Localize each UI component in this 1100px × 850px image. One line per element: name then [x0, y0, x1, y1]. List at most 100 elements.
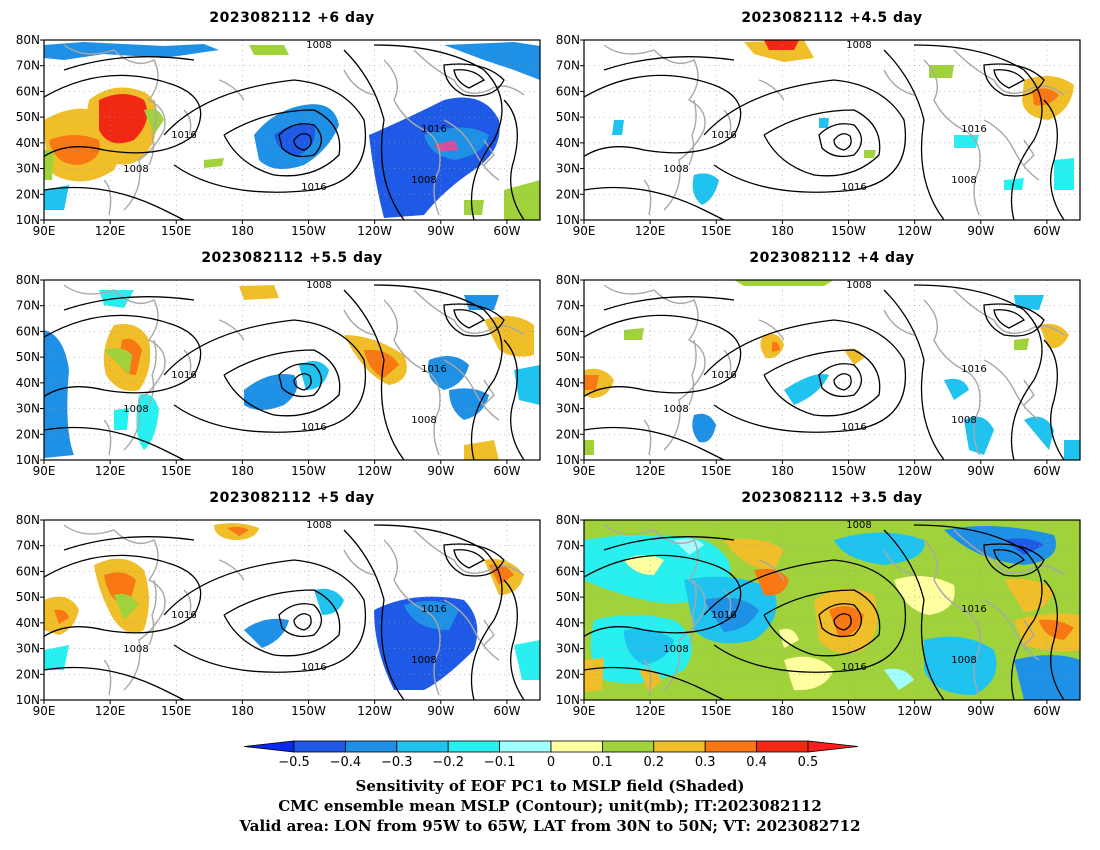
sensitivity-region	[249, 45, 289, 55]
contour-label: 1008	[846, 40, 871, 51]
map-frame	[43, 519, 541, 701]
x-tick-label: 150W	[291, 464, 326, 478]
coastline	[148, 99, 157, 166]
x-tick-label: 120E	[95, 704, 126, 718]
map-frame	[583, 39, 1081, 221]
contour-label: 1016	[841, 182, 866, 193]
y-tick-label: 50N	[16, 350, 40, 364]
x-tick-label: 60W	[1033, 464, 1060, 478]
y-tick-label: 70N	[556, 299, 580, 313]
x-tick-label: 150W	[291, 224, 326, 238]
mslp-contour	[584, 74, 742, 158]
mslp-contour	[763, 109, 881, 177]
mslp-contour	[44, 74, 202, 158]
coastline	[883, 549, 915, 576]
x-tick-label: 90W	[427, 224, 454, 238]
coastlines	[63, 284, 525, 456]
y-tick-label: 30N	[16, 402, 40, 416]
coastline	[383, 539, 441, 696]
y-tick-label: 70N	[16, 539, 40, 553]
sensitivity-region	[624, 555, 664, 575]
y-tick-label: 80N	[556, 513, 580, 527]
x-tick-label: 60W	[1033, 224, 1060, 238]
sensitivity-region	[864, 150, 876, 158]
panel-title: 2023082112 +4.5 day	[741, 10, 922, 26]
coastline	[1023, 619, 1035, 646]
y-tick-label: 20N	[16, 427, 40, 441]
contour-label: 1016	[171, 370, 196, 381]
y-tick-label: 60N	[556, 564, 580, 578]
map-area: 1016 1016 1016 1008 1008 1008	[44, 40, 540, 220]
contour-label: 1016	[841, 422, 866, 433]
mslp-contour	[603, 536, 735, 551]
sensitivity-region	[744, 40, 814, 62]
sensitivity-region	[764, 40, 799, 50]
mslp-contour	[223, 349, 341, 417]
mslp-contour	[163, 319, 366, 433]
x-tick-label: 150E	[701, 464, 732, 478]
contour-label: 1008	[123, 644, 148, 655]
mslp-contours: 1016 1016 1016 1008 1008 1008	[44, 280, 525, 460]
coastline	[218, 79, 245, 101]
mslp-contour	[1043, 579, 1065, 700]
coastline	[148, 339, 157, 406]
contour-label: 1008	[306, 40, 331, 51]
sensitivity-region	[239, 285, 279, 300]
caption-line-3: Valid area: LON from 95W to 65W, LAT fro…	[238, 817, 860, 835]
contour-label: 1008	[846, 280, 871, 291]
contour-label: 1008	[411, 415, 436, 426]
sensitivity-region	[244, 618, 289, 648]
sensitivity-region	[779, 628, 799, 648]
mslp-contour	[373, 44, 503, 220]
x-tick-label: 90W	[427, 464, 454, 478]
sensitivity-region	[54, 609, 69, 624]
x-tick-label: 180	[231, 464, 254, 478]
sensitivity-region	[44, 42, 219, 60]
coastline	[483, 619, 495, 646]
map-frame	[583, 279, 1081, 461]
coastline	[758, 79, 785, 101]
x-tick-label: 180	[771, 464, 794, 478]
contour-label: 1008	[951, 175, 976, 186]
sensitivity-region	[44, 330, 74, 458]
y-tick-label: 80N	[16, 273, 40, 287]
mslp-contour	[293, 613, 312, 631]
sensitivity-region	[829, 606, 864, 638]
y-tick-label: 70N	[16, 299, 40, 313]
contour-label: 1008	[306, 280, 331, 291]
x-tick-label: 60W	[493, 224, 520, 238]
y-tick-label: 10N	[556, 693, 580, 707]
x-tick-label: 150E	[701, 704, 732, 718]
mslp-contour	[1043, 99, 1065, 220]
mslp-contour	[584, 426, 725, 460]
map-frame	[43, 279, 541, 461]
colorbar-tick-label: 0.3	[695, 755, 716, 770]
caption-line-1: Sensitivity of EOF PC1 to MSLP field (Sh…	[356, 777, 745, 795]
y-tick-label: 40N	[556, 376, 580, 390]
sensitivity-region	[1064, 440, 1080, 460]
coastline	[383, 299, 441, 456]
colorbar-min-arrow	[243, 740, 295, 753]
mslp-contour	[293, 373, 312, 391]
x-tick-label: 120W	[357, 224, 392, 238]
y-tick-label: 80N	[556, 273, 580, 287]
caption-line-2: CMC ensemble mean MSLP (Contour); unit(m…	[278, 797, 822, 815]
mslp-contour	[883, 49, 945, 220]
y-tick-label: 10N	[16, 453, 40, 467]
mslp-contour	[443, 63, 505, 97]
contour-label: 1016	[171, 130, 196, 141]
y-tick-label: 10N	[16, 213, 40, 227]
sensitivity-region	[1004, 178, 1024, 190]
x-tick-label: 120E	[635, 464, 666, 478]
sensitivity-region	[227, 526, 249, 536]
mslp-contour	[763, 349, 881, 417]
sensitivity-region	[114, 593, 139, 620]
mslp-contour	[44, 666, 185, 700]
colorbar-segment	[602, 740, 655, 753]
mslp-contour	[913, 284, 1043, 460]
x-tick-label: 150E	[161, 704, 192, 718]
mslp-contour	[443, 303, 505, 337]
map-area: 1016 1016 1016 1008 1008 1008	[584, 40, 1080, 220]
coastlines	[603, 44, 1065, 216]
mslp-contour	[223, 589, 341, 657]
